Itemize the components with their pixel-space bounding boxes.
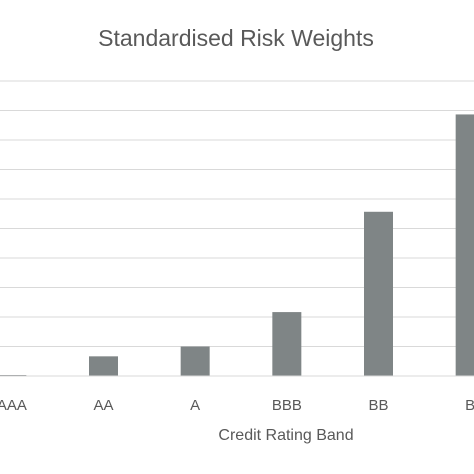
x-tick-label-bbb: BBB [272,397,302,414]
x-tick-label-aa: AA [93,397,113,414]
bars-layer [0,114,474,377]
x-tick-label-bb: BB [368,397,388,414]
chart-title: Standardised Risk Weights [98,25,374,51]
bar-bbb [272,312,302,376]
x-axis-title: Credit Rating Band [218,427,353,444]
x-tick-label-aaa: AAA [0,397,27,414]
x-tick-labels: AAA AA A BBB BB B [0,397,474,414]
bar-a [180,346,210,376]
bar-b [455,114,474,376]
bar-bb [364,211,393,376]
bar-aa [89,356,118,376]
x-tick-label-a: A [190,397,200,414]
x-tick-label-b: B [465,397,474,414]
grid-layer [0,80,474,347]
